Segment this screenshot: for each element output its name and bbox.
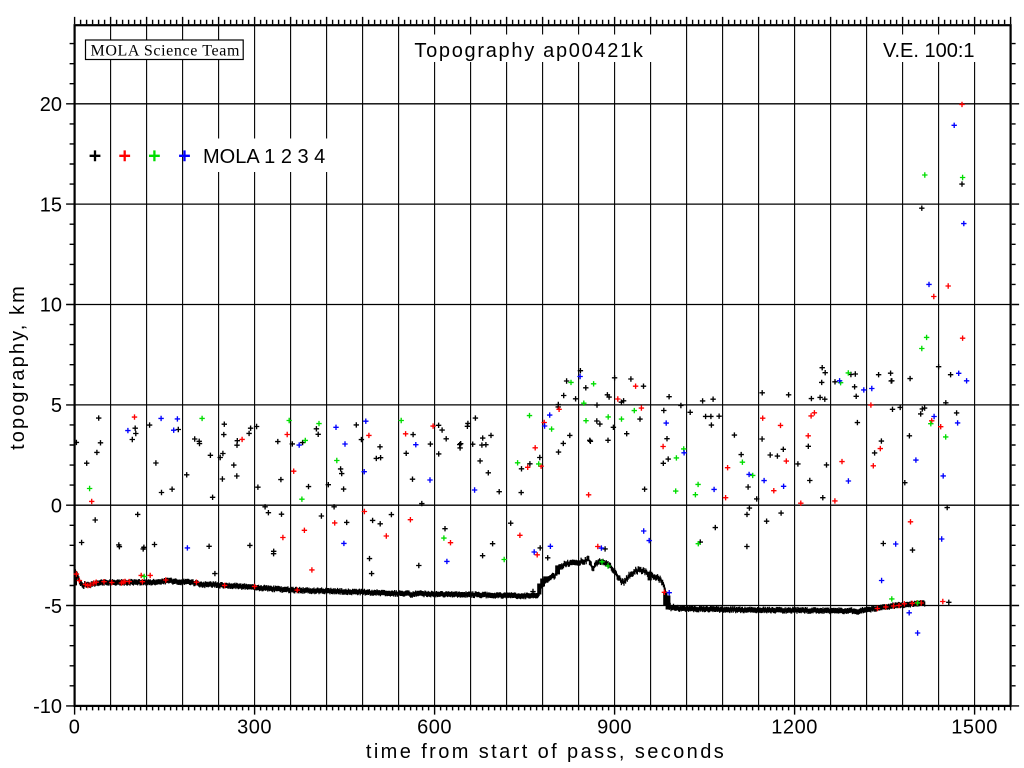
svg-text:1500: 1500: [951, 717, 998, 739]
svg-text:5: 5: [51, 395, 62, 417]
svg-text:-5: -5: [44, 596, 62, 618]
svg-text:-10: -10: [33, 696, 62, 718]
svg-text:Topography ap00421k: Topography ap00421k: [414, 40, 644, 62]
svg-text:20: 20: [40, 94, 62, 116]
svg-text:900: 900: [597, 717, 632, 739]
svg-text:300: 300: [237, 717, 272, 739]
svg-text:MOLA Science Team: MOLA Science Team: [91, 43, 241, 60]
svg-text:600: 600: [417, 717, 452, 739]
svg-text:0: 0: [69, 717, 81, 739]
svg-text:time from start of pass, secon: time from start of pass, seconds: [366, 741, 726, 763]
svg-text:1200: 1200: [771, 717, 818, 739]
svg-text:15: 15: [40, 194, 62, 216]
svg-text:V.E. 100:1: V.E. 100:1: [883, 40, 975, 62]
svg-text:topography, km: topography, km: [7, 284, 29, 450]
svg-text:MOLA 1 2 3 4: MOLA 1 2 3 4: [203, 146, 325, 168]
svg-text:0: 0: [51, 495, 62, 517]
svg-text:10: 10: [40, 295, 62, 317]
